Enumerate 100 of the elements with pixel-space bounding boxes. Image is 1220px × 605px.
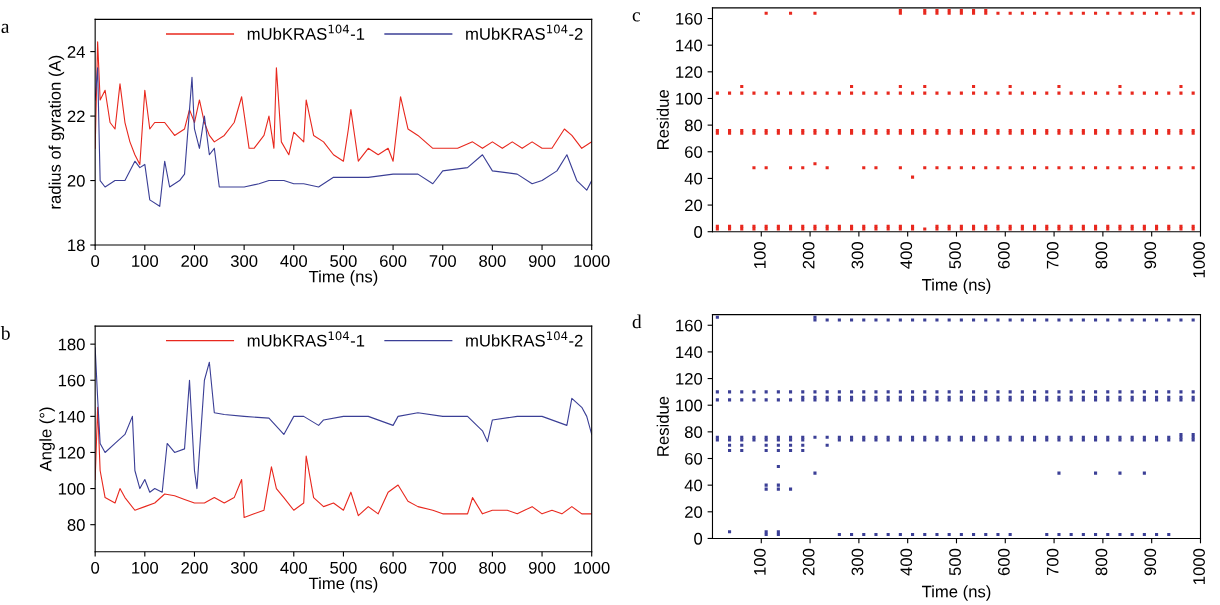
point: [825, 443, 829, 447]
point: [1155, 131, 1159, 135]
point: [1167, 532, 1171, 537]
point: [874, 224, 878, 228]
point: [825, 128, 829, 132]
point: [1179, 91, 1183, 95]
point: [923, 318, 927, 322]
point: [825, 166, 829, 170]
x-tick-label: 600: [997, 548, 1010, 576]
point: [935, 227, 939, 231]
point: [886, 131, 890, 135]
line-series: [95, 406, 592, 519]
point: [752, 227, 756, 231]
point: [1020, 318, 1024, 322]
point: [1179, 390, 1183, 394]
point: [972, 8, 976, 13]
point: [1130, 91, 1134, 95]
point: [764, 530, 768, 534]
point: [1191, 166, 1195, 170]
point: [789, 224, 793, 228]
y-tick-label: 140: [58, 410, 85, 423]
point: [874, 131, 878, 135]
point: [825, 227, 829, 231]
point: [923, 84, 927, 89]
x-tick-label: 100: [132, 255, 159, 267]
point: [837, 91, 841, 95]
x-tick-label: 1000: [574, 255, 610, 267]
line-series: [95, 41, 592, 165]
point: [1020, 227, 1024, 231]
point: [1191, 432, 1195, 437]
point: [911, 91, 915, 95]
point: [764, 224, 768, 228]
y-axis-title: Residue: [656, 396, 669, 456]
point: [862, 91, 866, 95]
point: [728, 390, 732, 394]
point: [1069, 318, 1073, 322]
x-tick-label: 0: [91, 255, 100, 267]
point: [923, 91, 927, 95]
point: [862, 131, 866, 135]
point: [935, 131, 939, 135]
point: [898, 84, 902, 89]
y-tick-label: 180: [58, 338, 85, 351]
line-series: [95, 67, 592, 207]
point: [1106, 318, 1110, 322]
point: [1020, 91, 1024, 95]
point: [874, 227, 878, 231]
point: [886, 91, 890, 95]
point: [862, 318, 866, 322]
point: [1179, 432, 1183, 437]
x-tick-label: 500: [330, 561, 357, 574]
point: [764, 448, 768, 453]
point: [1191, 91, 1195, 95]
point: [850, 128, 854, 132]
point: [898, 318, 902, 322]
point: [1081, 91, 1085, 95]
point: [1142, 224, 1146, 228]
point: [1033, 224, 1037, 228]
point: [898, 128, 902, 132]
point: [911, 318, 915, 322]
point: [715, 128, 719, 132]
point: [947, 131, 951, 135]
point: [1118, 11, 1122, 15]
point: [1008, 91, 1012, 95]
text: a: [1, 23, 10, 34]
x-tick-label: 600: [380, 561, 407, 574]
point: [1179, 318, 1183, 322]
y-tick-label: 120: [676, 372, 703, 385]
y-tick-label: 22: [67, 110, 85, 123]
point: [1106, 227, 1110, 231]
point: [1106, 166, 1110, 170]
x-tick-label: 0: [91, 561, 100, 574]
point: [1155, 128, 1159, 132]
point: [1081, 318, 1085, 322]
point: [1081, 224, 1085, 228]
point: [947, 166, 951, 170]
point: [764, 532, 768, 537]
point: [715, 224, 719, 228]
point: [923, 532, 927, 537]
point: [1020, 128, 1024, 132]
point: [911, 224, 915, 228]
point: [1045, 128, 1049, 132]
point: [776, 483, 780, 487]
point: [1118, 128, 1122, 132]
point: [1069, 11, 1073, 15]
point: [764, 11, 768, 15]
point: [1142, 131, 1146, 135]
point: [1130, 227, 1134, 231]
point: [984, 224, 988, 228]
point: [776, 398, 780, 402]
point: [947, 11, 951, 15]
x-axis-title: Time (ns): [921, 585, 991, 601]
x-tick-label: 700: [429, 561, 456, 574]
x-tick-label: 1000: [1193, 548, 1205, 584]
point: [1167, 11, 1171, 15]
point: [1069, 131, 1073, 135]
x-tick-label: 1000: [574, 561, 610, 574]
x-tick-label: 600: [380, 255, 407, 267]
point: [935, 8, 939, 13]
point: [874, 390, 878, 394]
point: [959, 131, 963, 135]
